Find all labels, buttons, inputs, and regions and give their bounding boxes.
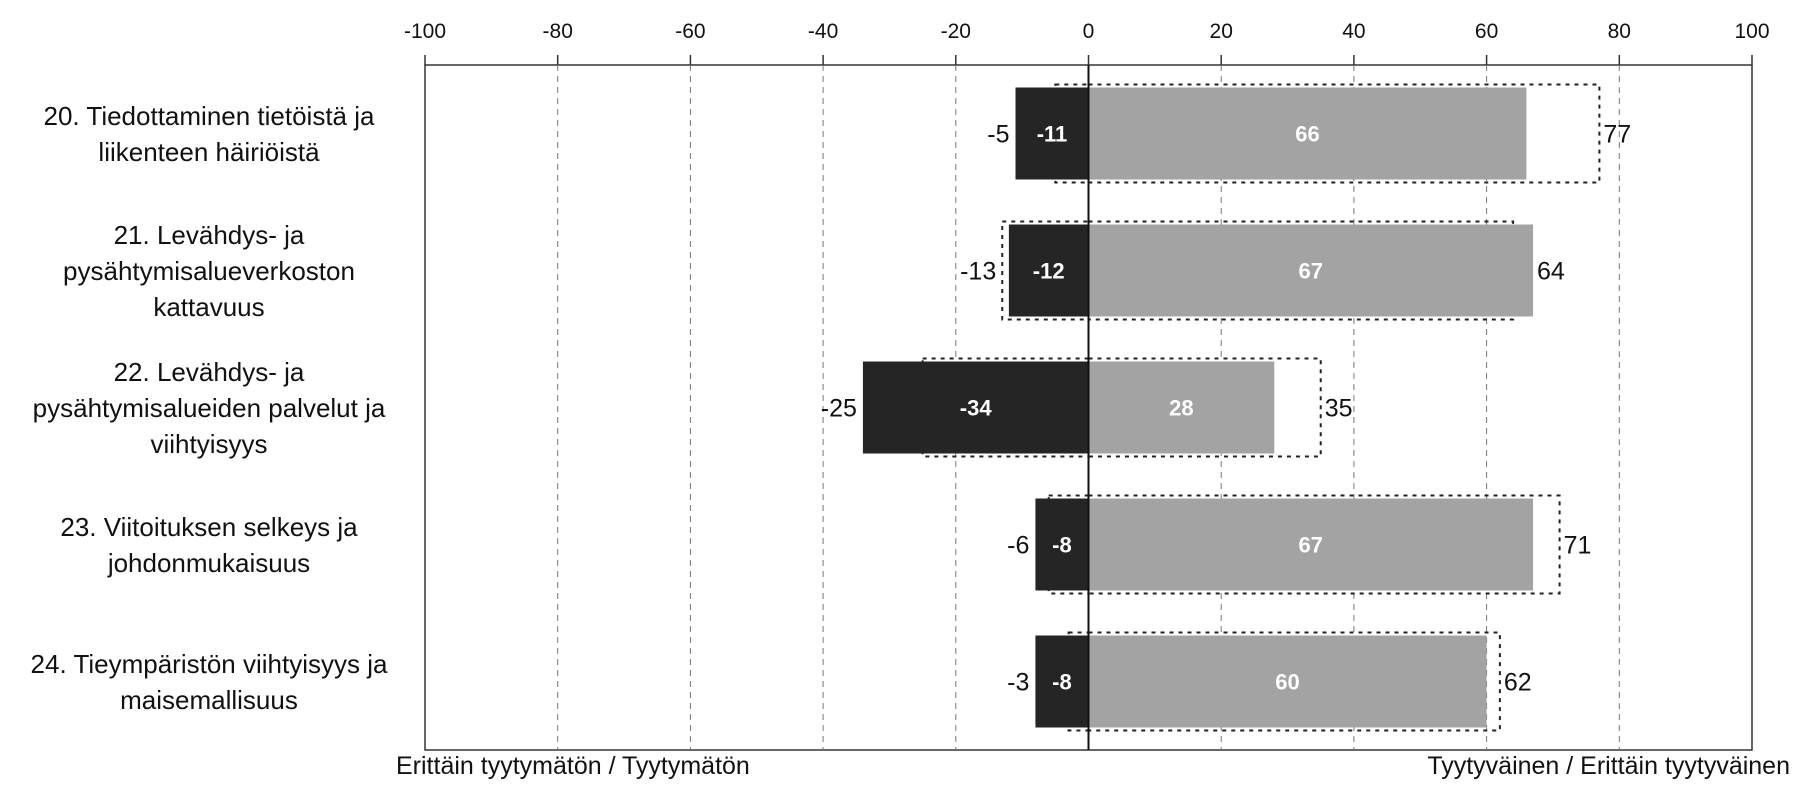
- data-label-positive: 66: [1295, 122, 1319, 147]
- data-label-dotted-positive: 35: [1325, 395, 1353, 423]
- bar-dotted-positive: [1087, 631, 1501, 732]
- bar-negative: [1035, 498, 1089, 591]
- x-tick-label: 60: [1475, 20, 1498, 43]
- x-label-right: Tyytyväinen / Erittäin tyytyväinen: [1427, 752, 1790, 780]
- data-label-positive: 67: [1299, 259, 1323, 284]
- x-tick-label: -100: [404, 20, 446, 43]
- data-label-dotted-negative: -3: [1007, 669, 1029, 697]
- data-label-dotted-positive: 62: [1504, 669, 1532, 697]
- bar-positive: [1088, 87, 1527, 180]
- data-label-negative: -8: [1052, 670, 1072, 695]
- x-label-left: Erittäin tyytymätön / Tyytymätön: [396, 752, 750, 780]
- x-tick-label: 40: [1342, 20, 1365, 43]
- bar-positive: [1088, 498, 1534, 591]
- x-tick-label: -40: [808, 20, 838, 43]
- x-tick-label: 20: [1210, 20, 1233, 43]
- x-tick-label: -80: [543, 20, 573, 43]
- bar-positive: [1088, 361, 1275, 454]
- bar-negative: [1008, 224, 1089, 317]
- bar-dotted-positive: [1087, 357, 1322, 458]
- category-label: 23. Viitoituksen selkeys ja johdonmukais…: [60, 511, 358, 578]
- category-label: 20. Tiedottaminen tietöistä ja liikentee…: [43, 100, 375, 167]
- bar-negative: [1015, 87, 1089, 180]
- category-label: 24. Tieympäristön viihtyisyys ja maisema…: [30, 648, 388, 715]
- data-label-negative: -34: [960, 396, 993, 421]
- x-tick-label: 80: [1608, 20, 1631, 43]
- data-label-positive: 28: [1169, 396, 1193, 421]
- bar-negative: [1035, 635, 1089, 728]
- data-label-dotted-positive: 64: [1537, 258, 1565, 286]
- x-tick-label: -60: [675, 20, 705, 43]
- bar-negative: [862, 361, 1089, 454]
- data-label-dotted-negative: -25: [821, 395, 857, 423]
- data-label-dotted-negative: -6: [1007, 532, 1029, 560]
- data-label-positive: 60: [1275, 670, 1299, 695]
- x-tick-label: 100: [1734, 20, 1769, 43]
- bar-positive: [1088, 224, 1534, 317]
- data-label-dotted-positive: 77: [1603, 121, 1631, 149]
- data-label-negative: -12: [1033, 259, 1065, 284]
- data-label-dotted-positive: 71: [1564, 532, 1592, 560]
- data-label-dotted-negative: -13: [960, 258, 996, 286]
- data-label-negative: -8: [1052, 533, 1072, 558]
- data-label-negative: -11: [1037, 122, 1068, 147]
- x-tick-label: -20: [941, 20, 971, 43]
- category-label: 21. Levähdys- ja pysähtymisalueverkoston…: [63, 219, 355, 322]
- bar-positive: [1088, 635, 1487, 728]
- data-label-dotted-negative: -5: [987, 121, 1009, 149]
- category-label: 22. Levähdys- ja pysähtymisalueiden palv…: [32, 356, 386, 459]
- x-tick-label: 0: [1083, 20, 1095, 43]
- bar-dotted-positive: [1087, 83, 1601, 184]
- bar-dotted-negative: [1067, 631, 1090, 732]
- data-label-positive: 67: [1299, 533, 1323, 558]
